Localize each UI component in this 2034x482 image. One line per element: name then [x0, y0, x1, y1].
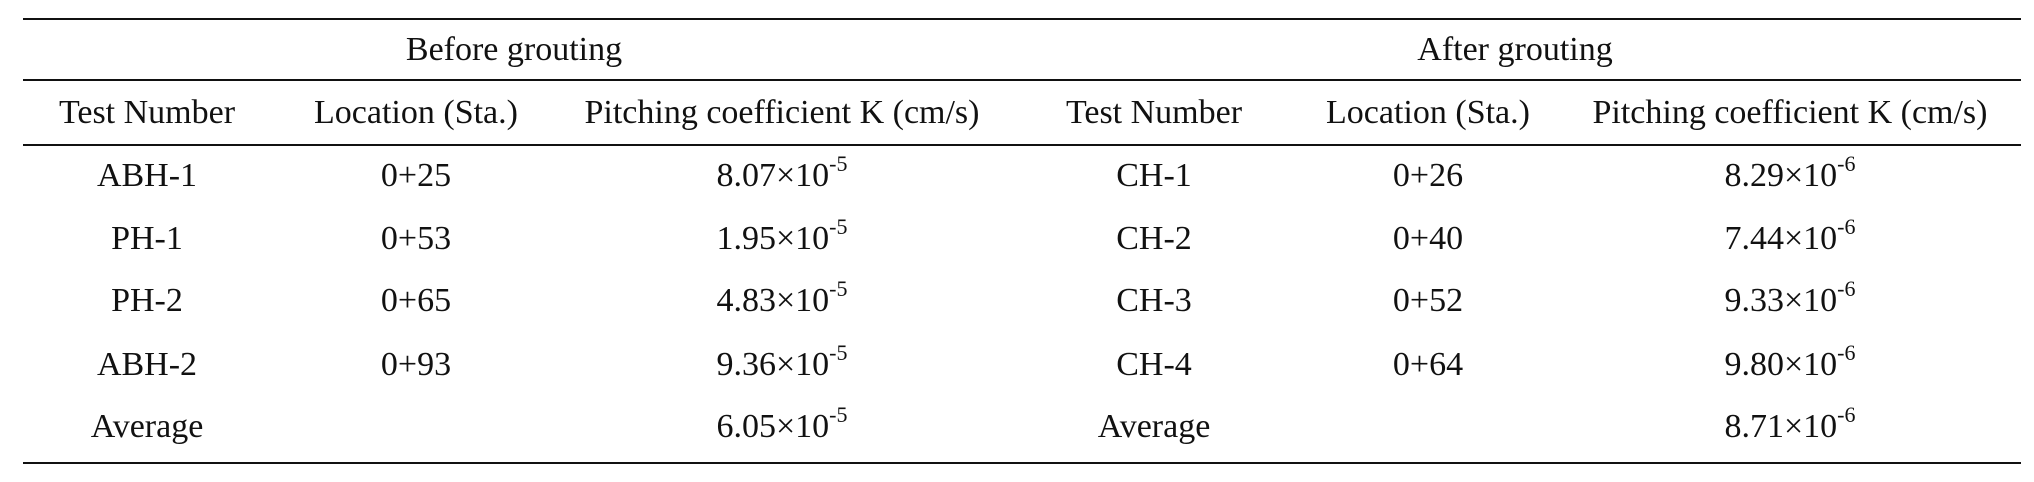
test-number: Average [1098, 408, 1211, 445]
k-exponent: -5 [829, 402, 847, 427]
k-exponent: -6 [1837, 340, 1855, 365]
test-number: CH-1 [1116, 157, 1192, 194]
k-value: 7.44×10-6 [1724, 214, 1855, 257]
k-value: 8.71×10-6 [1724, 402, 1855, 445]
k-value: 8.07×10-5 [716, 151, 847, 194]
test-number: ABH-1 [97, 157, 197, 194]
location: 0+65 [381, 282, 451, 319]
k-value: 9.33×10-6 [1724, 276, 1855, 319]
k-base: 1.95×10 [716, 220, 829, 257]
k-base: 8.07×10 [716, 157, 829, 194]
k-base: 7.44×10 [1724, 220, 1837, 257]
group-header: After grouting [1417, 31, 1612, 68]
location: 0+53 [381, 220, 451, 257]
k-exponent: -6 [1837, 151, 1855, 176]
column-header: Pitching coefficient K (cm/s) [1593, 94, 1988, 131]
group-header: Before grouting [406, 31, 622, 68]
k-exponent: -5 [829, 214, 847, 239]
test-number: PH-2 [111, 282, 183, 319]
location: 0+25 [381, 157, 451, 194]
column-header: Location (Sta.) [1326, 94, 1530, 131]
k-base: 8.29×10 [1724, 157, 1837, 194]
location: 0+93 [381, 346, 451, 383]
k-value: 4.83×10-5 [716, 276, 847, 319]
column-header: Test Number [1066, 94, 1243, 131]
k-value: 9.80×10-6 [1724, 340, 1855, 383]
k-base: 4.83×10 [716, 282, 829, 319]
k-exponent: -5 [829, 340, 847, 365]
k-exponent: -6 [1837, 402, 1855, 427]
k-exponent: -5 [829, 151, 847, 176]
test-number: ABH-2 [97, 346, 197, 383]
column-header: Location (Sta.) [314, 94, 518, 131]
test-number: PH-1 [111, 220, 183, 257]
k-base: 9.33×10 [1724, 282, 1837, 319]
test-number: Average [91, 408, 204, 445]
k-value: 6.05×10-5 [716, 402, 847, 445]
test-number: CH-2 [1116, 220, 1192, 257]
test-number: CH-3 [1116, 282, 1192, 319]
k-value: 8.29×10-6 [1724, 151, 1855, 194]
location: 0+52 [1393, 282, 1463, 319]
k-base: 8.71×10 [1724, 408, 1837, 445]
location: 0+26 [1393, 157, 1463, 194]
k-value: 9.36×10-5 [716, 340, 847, 383]
k-value: 1.95×10-5 [716, 214, 847, 257]
k-exponent: -6 [1837, 214, 1855, 239]
k-base: 6.05×10 [716, 408, 829, 445]
column-header: Pitching coefficient K (cm/s) [585, 94, 980, 131]
location: 0+64 [1393, 346, 1463, 383]
test-number: CH-4 [1116, 346, 1192, 383]
k-exponent: -6 [1837, 276, 1855, 301]
location: 0+40 [1393, 220, 1463, 257]
k-base: 9.80×10 [1724, 346, 1837, 383]
k-base: 9.36×10 [716, 346, 829, 383]
k-exponent: -5 [829, 276, 847, 301]
column-header: Test Number [59, 94, 236, 131]
